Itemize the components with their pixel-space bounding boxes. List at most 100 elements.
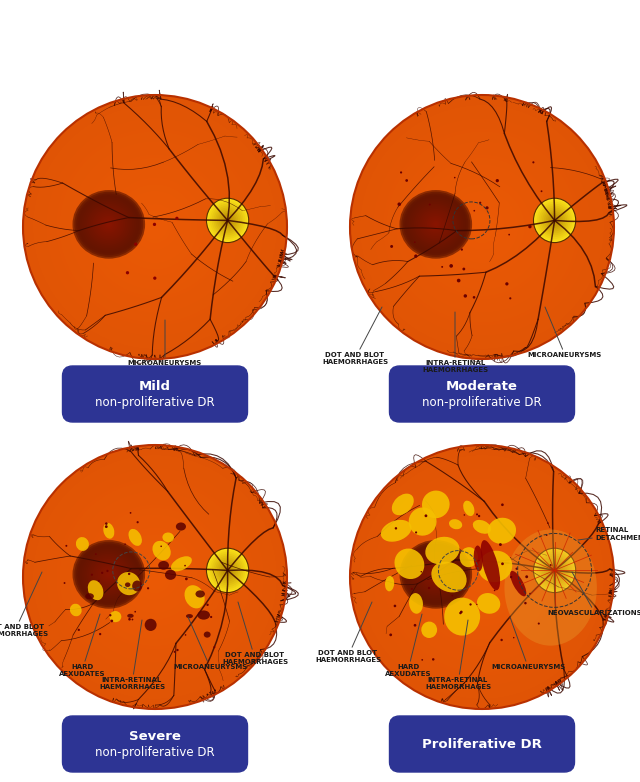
Ellipse shape	[387, 481, 578, 673]
Ellipse shape	[350, 445, 614, 709]
Ellipse shape	[77, 629, 80, 631]
Ellipse shape	[224, 567, 231, 574]
Ellipse shape	[421, 210, 451, 238]
Ellipse shape	[80, 547, 138, 602]
Ellipse shape	[524, 602, 527, 604]
Text: HARD
AEXUDATES: HARD AEXUDATES	[59, 614, 105, 677]
Ellipse shape	[426, 171, 538, 283]
Ellipse shape	[427, 566, 445, 583]
Ellipse shape	[463, 267, 465, 271]
Ellipse shape	[408, 549, 463, 600]
Ellipse shape	[103, 219, 115, 229]
Text: INTRA-RETINAL
HAEMORRHAGES: INTRA-RETINAL HAEMORRHAGES	[99, 620, 165, 690]
Ellipse shape	[541, 556, 569, 585]
Ellipse shape	[461, 249, 463, 251]
Ellipse shape	[463, 294, 467, 298]
Ellipse shape	[184, 565, 186, 566]
Text: non-proliferative DR: non-proliferative DR	[95, 396, 215, 409]
Ellipse shape	[400, 171, 402, 174]
Ellipse shape	[92, 164, 218, 289]
Ellipse shape	[474, 546, 483, 572]
Ellipse shape	[476, 570, 488, 583]
Ellipse shape	[76, 543, 141, 605]
Ellipse shape	[145, 217, 165, 237]
Ellipse shape	[115, 537, 195, 616]
Ellipse shape	[396, 491, 568, 663]
Ellipse shape	[74, 192, 143, 257]
Ellipse shape	[46, 468, 264, 686]
Ellipse shape	[165, 570, 176, 580]
Ellipse shape	[399, 190, 472, 259]
Ellipse shape	[109, 531, 201, 623]
Ellipse shape	[421, 622, 437, 638]
Ellipse shape	[99, 633, 101, 635]
Ellipse shape	[81, 199, 136, 250]
Ellipse shape	[148, 221, 161, 234]
Ellipse shape	[474, 210, 475, 212]
Ellipse shape	[87, 554, 131, 595]
Ellipse shape	[109, 181, 201, 273]
Text: Proliferative DR: Proliferative DR	[422, 737, 542, 751]
Ellipse shape	[463, 500, 474, 516]
Ellipse shape	[83, 154, 228, 300]
Ellipse shape	[409, 508, 436, 536]
Ellipse shape	[91, 207, 127, 242]
Ellipse shape	[419, 559, 452, 590]
Ellipse shape	[528, 225, 532, 228]
Ellipse shape	[390, 245, 393, 248]
Ellipse shape	[89, 161, 221, 293]
Ellipse shape	[546, 211, 563, 230]
Text: DOT AND BLOT
HAEMORRHAGES: DOT AND BLOT HAEMORRHAGES	[315, 602, 381, 663]
Ellipse shape	[553, 569, 556, 572]
Ellipse shape	[403, 498, 561, 656]
Ellipse shape	[111, 619, 113, 622]
Ellipse shape	[85, 202, 132, 246]
Text: MICROANEURYSMS: MICROANEURYSMS	[173, 617, 247, 670]
Ellipse shape	[100, 566, 118, 583]
Ellipse shape	[429, 217, 443, 231]
Ellipse shape	[106, 528, 205, 626]
Ellipse shape	[112, 534, 198, 620]
Ellipse shape	[118, 191, 191, 264]
Ellipse shape	[423, 213, 449, 236]
Ellipse shape	[413, 158, 551, 296]
Ellipse shape	[215, 207, 240, 233]
Ellipse shape	[206, 604, 209, 606]
Ellipse shape	[63, 485, 248, 669]
Ellipse shape	[431, 561, 467, 593]
Text: non-proliferative DR: non-proliferative DR	[95, 746, 215, 759]
Ellipse shape	[380, 124, 584, 329]
Ellipse shape	[394, 604, 396, 608]
Ellipse shape	[69, 142, 241, 313]
Ellipse shape	[445, 540, 518, 613]
Ellipse shape	[132, 580, 142, 591]
Ellipse shape	[546, 534, 548, 536]
Ellipse shape	[122, 194, 188, 260]
Ellipse shape	[432, 221, 440, 228]
Ellipse shape	[72, 540, 145, 608]
Ellipse shape	[356, 451, 607, 702]
Ellipse shape	[413, 508, 551, 646]
Ellipse shape	[176, 522, 186, 531]
Ellipse shape	[224, 217, 231, 224]
Ellipse shape	[381, 520, 412, 542]
Ellipse shape	[462, 558, 502, 597]
Ellipse shape	[459, 554, 505, 600]
Ellipse shape	[367, 461, 598, 693]
Ellipse shape	[397, 203, 401, 206]
Ellipse shape	[78, 545, 140, 604]
Ellipse shape	[135, 558, 175, 597]
Ellipse shape	[421, 561, 451, 588]
Ellipse shape	[364, 458, 601, 696]
Ellipse shape	[33, 455, 277, 699]
Ellipse shape	[479, 202, 481, 204]
Ellipse shape	[83, 200, 134, 249]
Ellipse shape	[142, 213, 168, 240]
Ellipse shape	[412, 552, 460, 597]
Ellipse shape	[210, 552, 245, 589]
Ellipse shape	[353, 99, 611, 356]
Ellipse shape	[434, 223, 438, 226]
FancyBboxPatch shape	[390, 366, 575, 422]
Ellipse shape	[399, 494, 564, 659]
Ellipse shape	[76, 193, 141, 255]
